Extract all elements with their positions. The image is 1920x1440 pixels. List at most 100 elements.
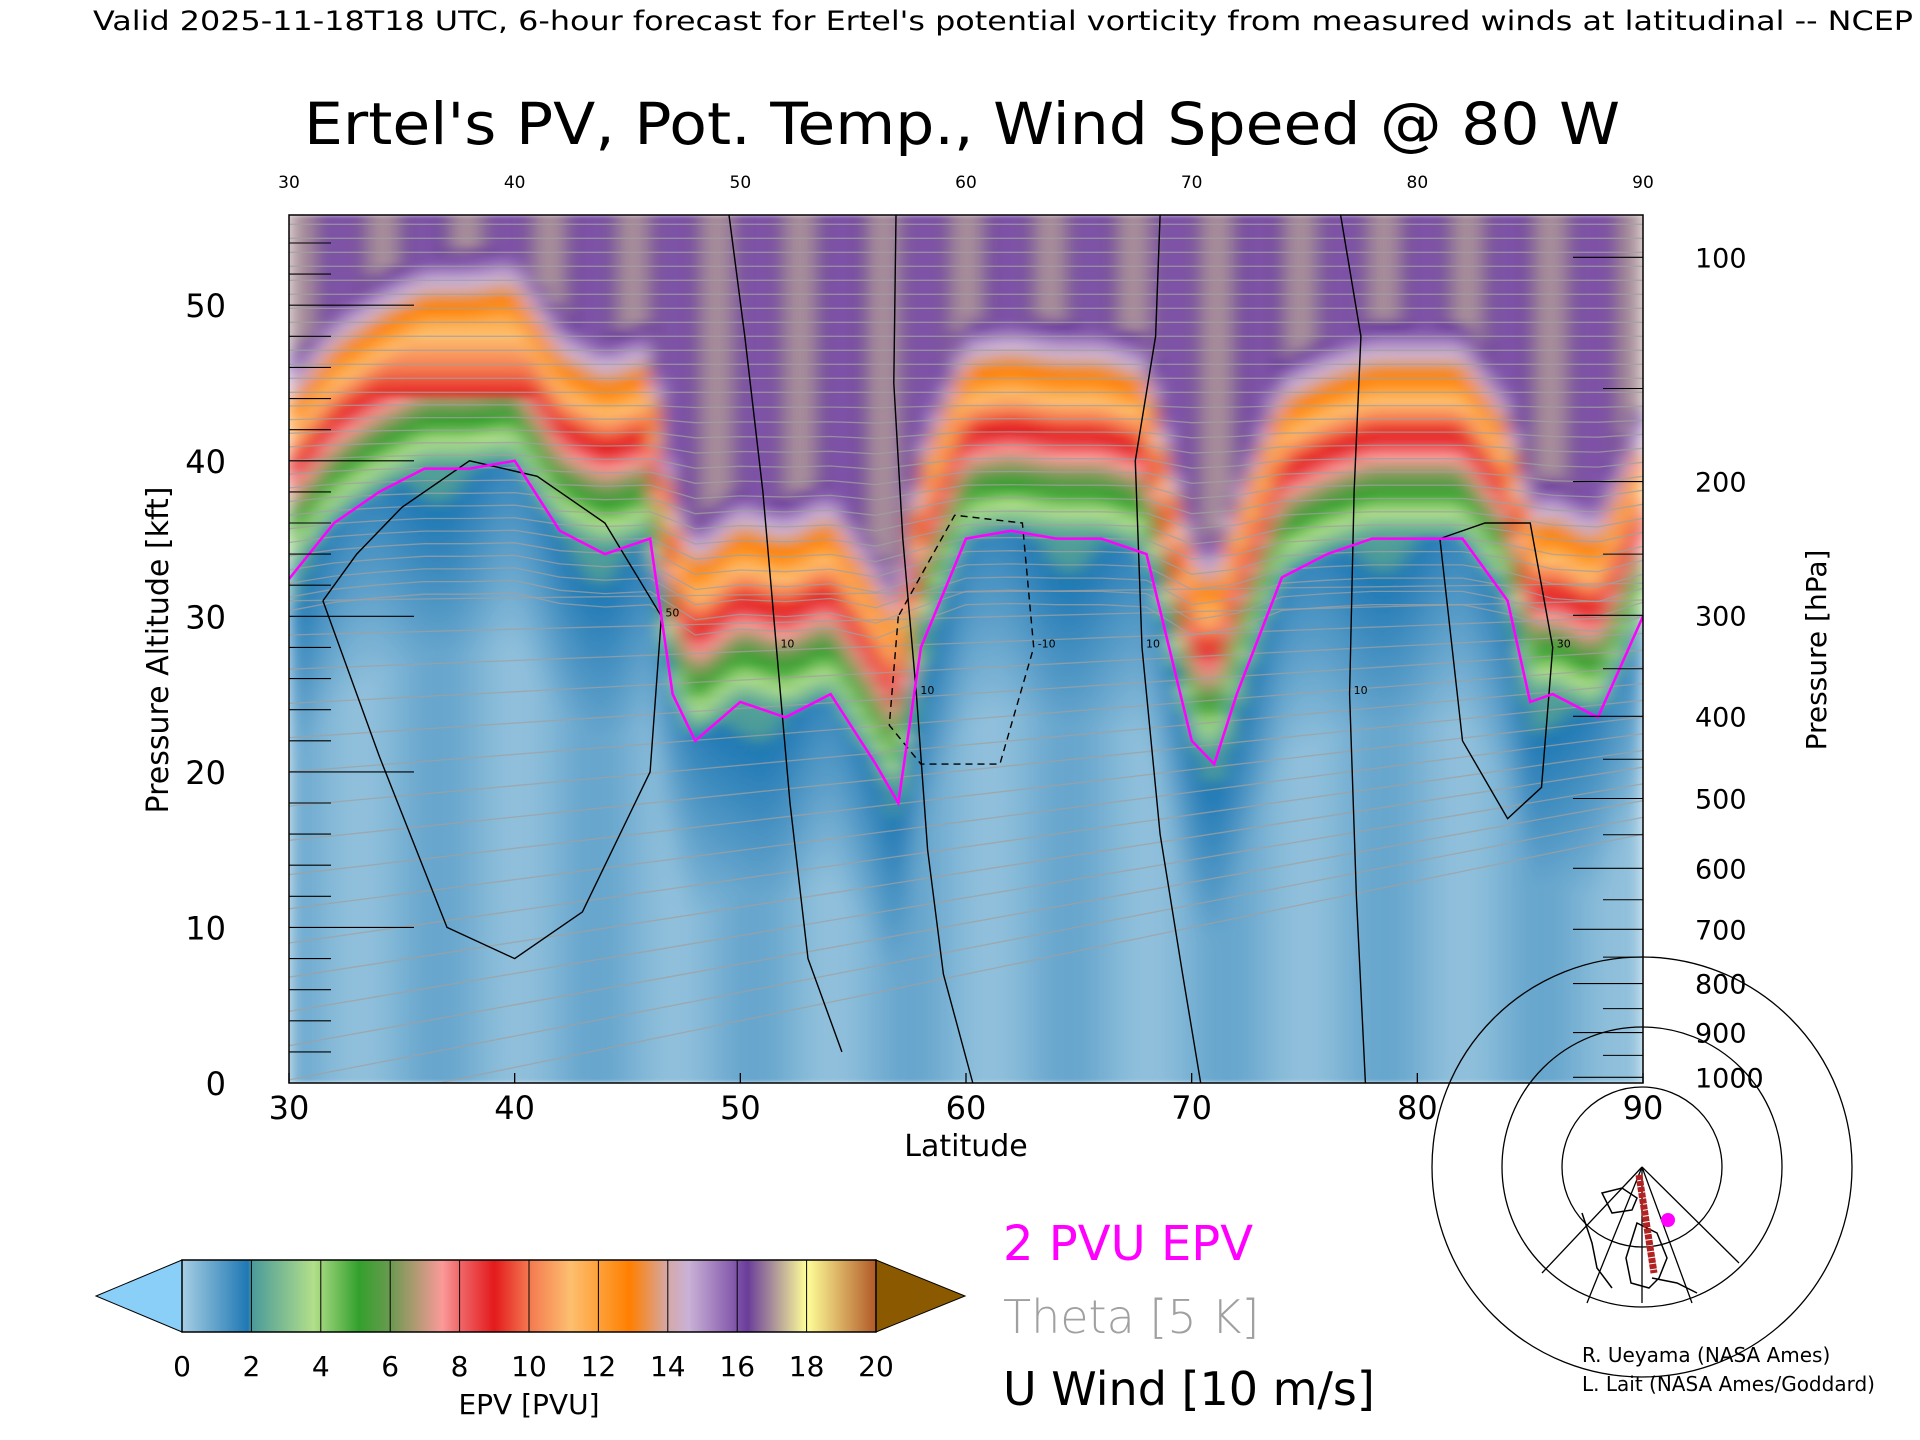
- epv-column: [1202, 215, 1215, 1083]
- theta-contour: [289, 416, 1643, 424]
- epv-column: [356, 215, 369, 1083]
- epv-column: [683, 215, 696, 1083]
- epv-column: [1123, 215, 1136, 1083]
- pressure-tick-label: 400: [1695, 702, 1747, 733]
- epv-column: [1270, 215, 1283, 1083]
- epv-column: [423, 215, 437, 1083]
- theta-contour: [289, 479, 1643, 501]
- y-tick-label: 10: [185, 909, 226, 947]
- wind-contour: [1339, 215, 1367, 1083]
- wind-contour-label: 30: [1557, 637, 1571, 650]
- colorbar-tick-label: 12: [581, 1350, 617, 1383]
- x-tick-label-top: 90: [1632, 173, 1654, 193]
- x-tick-label-top: 80: [1407, 173, 1429, 193]
- theta-contour: [289, 632, 1643, 705]
- epv-column: [1089, 215, 1102, 1083]
- theta-contour: [289, 567, 1643, 609]
- epv-column: [1619, 215, 1633, 1083]
- epv-column: [897, 215, 911, 1083]
- theta-contour: [289, 766, 1643, 978]
- pressure-tick-label: 300: [1695, 601, 1747, 632]
- epv-column: [1586, 215, 1599, 1083]
- epv-column: [954, 215, 967, 1083]
- epv-column: [841, 215, 854, 1083]
- epv-column: [1540, 215, 1554, 1083]
- epv-column: [1371, 215, 1384, 1083]
- epv-column: [1631, 215, 1643, 1083]
- epv-column: [773, 215, 786, 1083]
- epv-column: [378, 215, 392, 1083]
- epv-column: [559, 215, 572, 1083]
- epv-column: [344, 215, 358, 1083]
- epv-column: [548, 215, 561, 1083]
- theta-contour: [289, 504, 1643, 532]
- theta-contour: [289, 592, 1643, 640]
- y-tick-label: 0: [206, 1065, 226, 1103]
- epv-column: [311, 215, 324, 1083]
- epv-column: [1518, 215, 1531, 1083]
- theta-contour: [289, 682, 1643, 807]
- epv-column: [920, 215, 933, 1083]
- colorbar: 0 2 4 6 8 10 12 14 16 18 20 EPV [PVU]: [94, 1259, 967, 1421]
- theta-contour: [289, 554, 1643, 593]
- pressure-tick-label: 600: [1695, 854, 1747, 885]
- theta-contour: [289, 492, 1643, 517]
- epv-column: [1428, 215, 1441, 1083]
- epv-column: [367, 215, 380, 1083]
- epv-column: [1179, 215, 1193, 1083]
- epv-column: [875, 215, 888, 1083]
- epv-column: [457, 215, 471, 1083]
- epv-column: [649, 215, 662, 1083]
- legend-theta: Theta [5 K]: [1003, 1290, 1259, 1344]
- x-tick-label: 80: [1397, 1089, 1438, 1127]
- epv-column: [412, 215, 425, 1083]
- theta-contour: [289, 466, 1643, 486]
- colorbar-tick-label: 0: [173, 1350, 191, 1383]
- epv-column: [1416, 215, 1430, 1083]
- wind-contour: [893, 215, 974, 1083]
- tropopause-2pvu-line: [289, 459, 1643, 807]
- epv-column: [1608, 215, 1621, 1083]
- epv-column: [717, 215, 730, 1083]
- epv-column: [1563, 215, 1576, 1083]
- epv-column: [999, 215, 1012, 1083]
- epv-column: [1225, 215, 1238, 1083]
- pressure-tick-label: 800: [1695, 970, 1747, 1001]
- wind-contour-label: 10: [920, 684, 934, 697]
- wind-contour: [1439, 522, 1554, 820]
- colorbar-tick-label: 6: [381, 1350, 399, 1383]
- theta-contour: [289, 749, 1643, 944]
- epv-column: [830, 215, 843, 1083]
- x-tick-label: 90: [1623, 1089, 1664, 1127]
- epv-column: [581, 215, 595, 1083]
- epv-column: [1021, 215, 1035, 1083]
- x-tick-label: 30: [269, 1089, 310, 1127]
- epv-column: [784, 215, 798, 1083]
- epv-column: [1473, 215, 1486, 1083]
- epv-column: [1078, 215, 1091, 1083]
- epv-column: [289, 215, 301, 1083]
- x-tick-label-top: 40: [504, 173, 526, 193]
- epv-column: [909, 215, 922, 1083]
- epv-column: [1100, 215, 1114, 1083]
- theta-contour: [289, 816, 1643, 1081]
- epv-column: [1292, 215, 1305, 1083]
- colorbar-under-triangle: [94, 1259, 183, 1333]
- epv-column: [299, 215, 313, 1083]
- epv-column: [1360, 215, 1373, 1083]
- epv-column: [390, 215, 403, 1083]
- epv-column: [1281, 215, 1294, 1083]
- epv-column: [1574, 215, 1588, 1083]
- wind-contour-label: 50: [665, 606, 679, 619]
- epv-column: [931, 215, 944, 1083]
- epv-column: [1529, 215, 1542, 1083]
- epv-column: [480, 215, 493, 1083]
- pressure-tick-label: 500: [1695, 785, 1747, 816]
- epv-column: [570, 215, 583, 1083]
- x-tick-label-top: 30: [278, 173, 300, 193]
- theta-contour: [289, 733, 1643, 910]
- y-tick-label: 20: [185, 754, 226, 792]
- epv-column: [1382, 215, 1396, 1083]
- x-tick-label: 70: [1171, 1089, 1212, 1127]
